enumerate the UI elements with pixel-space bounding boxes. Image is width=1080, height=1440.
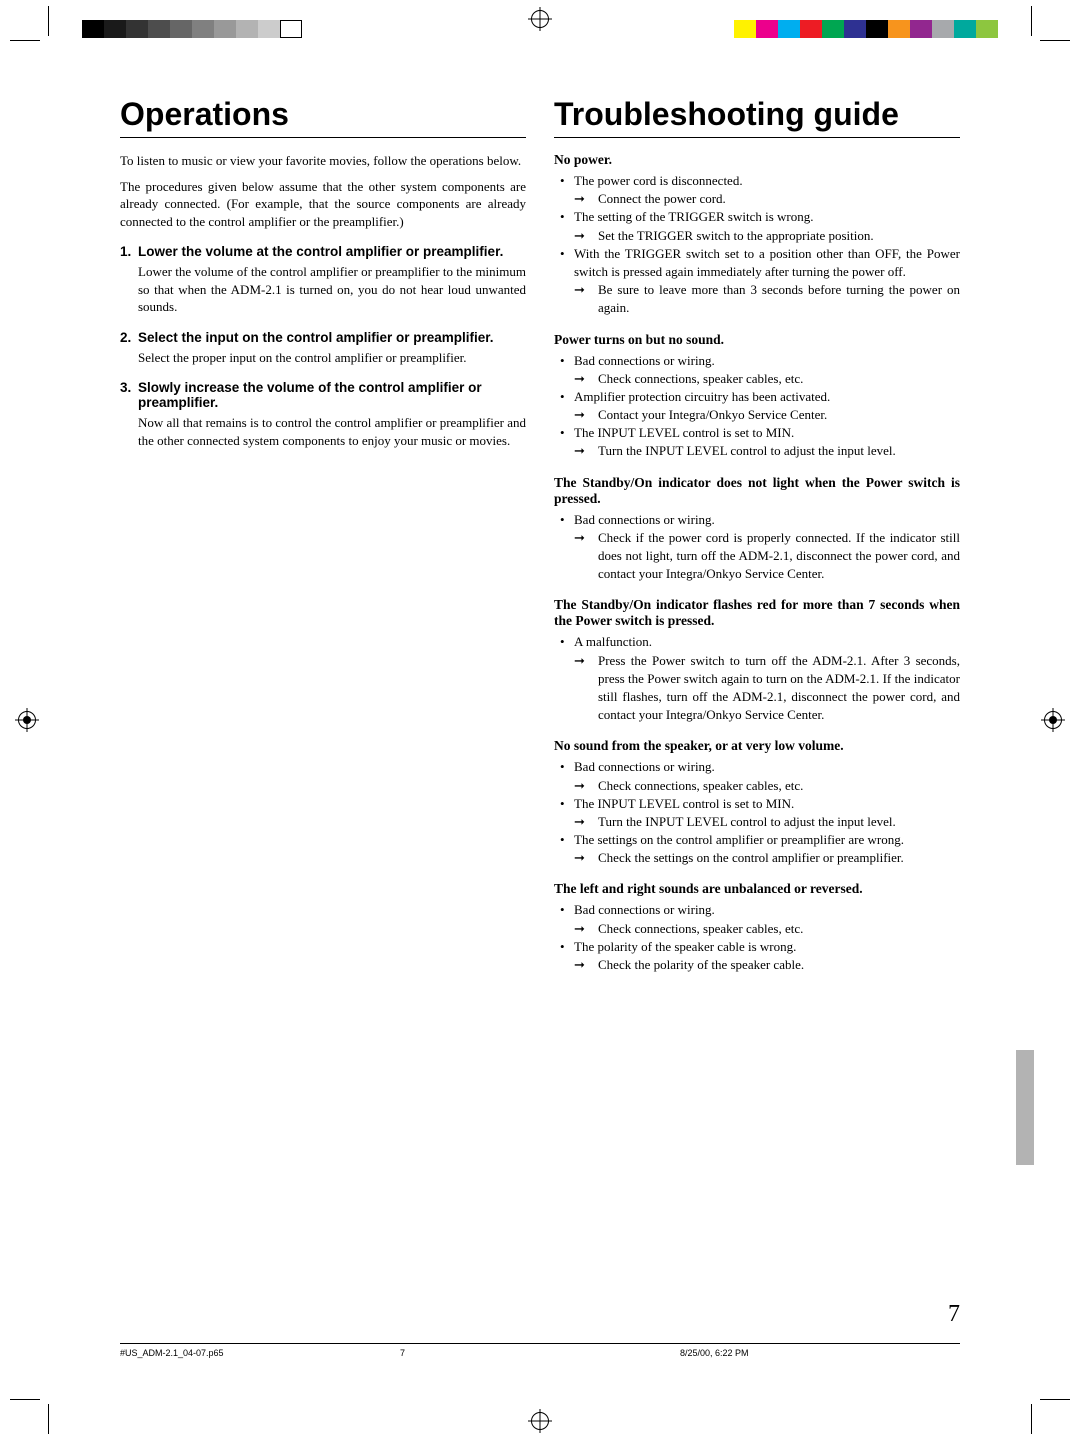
operations-heading: Operations — [120, 96, 526, 138]
step-number: 3. — [120, 380, 138, 410]
ts-cause: •The polarity of the speaker cable is wr… — [560, 938, 960, 956]
ts-remedy: ➞Connect the power cord. — [574, 190, 960, 208]
step-body: Select the proper input on the control a… — [138, 349, 526, 367]
ts-cause: •The setting of the TRIGGER switch is wr… — [560, 208, 960, 226]
page-number: 7 — [948, 1301, 960, 1328]
ts-remedy: ➞Set the TRIGGER switch to the appropria… — [574, 227, 960, 245]
right-column: Troubleshooting guide No power. •The powe… — [554, 96, 960, 974]
step-heading: 2. Select the input on the control ampli… — [120, 330, 526, 345]
print-footer: #US_ADM-2.1_04-07.p65 7 8/25/00, 6:22 PM — [120, 1343, 960, 1358]
ts-section-head: The Standby/On indicator does not light … — [554, 475, 960, 507]
ts-cause: •The power cord is disconnected. — [560, 172, 960, 190]
ts-remedy: ➞Turn the INPUT LEVEL control to adjust … — [574, 813, 960, 831]
ts-cause: •The INPUT LEVEL control is set to MIN. — [560, 424, 960, 442]
footer-datetime: 8/25/00, 6:22 PM — [680, 1348, 960, 1358]
ts-remedy: ➞Press the Power switch to turn off the … — [574, 652, 960, 725]
step-heading: 1. Lower the volume at the control ampli… — [120, 244, 526, 259]
step-body: Lower the volume of the control amplifie… — [138, 263, 526, 316]
page: Operations To listen to music or view yo… — [48, 48, 1032, 1392]
step-title: Lower the volume at the control amplifie… — [138, 244, 526, 259]
step-body: Now all that remains is to control the c… — [138, 414, 526, 449]
step-number: 2. — [120, 330, 138, 345]
troubleshooting-heading: Troubleshooting guide — [554, 96, 960, 138]
ts-cause: •A malfunction. — [560, 633, 960, 651]
ts-remedy: ➞Check the polarity of the speaker cable… — [574, 956, 960, 974]
footer-filename: #US_ADM-2.1_04-07.p65 — [120, 1348, 400, 1358]
step-heading: 3. Slowly increase the volume of the con… — [120, 380, 526, 410]
step-title: Select the input on the control amplifie… — [138, 330, 526, 345]
ts-cause: •Amplifier protection circuitry has been… — [560, 388, 960, 406]
ts-cause: •Bad connections or wiring. — [560, 901, 960, 919]
ts-section-head: The Standby/On indicator flashes red for… — [554, 597, 960, 629]
ts-remedy: ➞Contact your Integra/Onkyo Service Cent… — [574, 406, 960, 424]
ts-section-head: No power. — [554, 152, 960, 168]
ts-cause: •The settings on the control amplifier o… — [560, 831, 960, 849]
ts-remedy: ➞Be sure to leave more than 3 seconds be… — [574, 281, 960, 317]
ts-remedy: ➞Check connections, speaker cables, etc. — [574, 777, 960, 795]
ts-remedy: ➞Check connections, speaker cables, etc. — [574, 370, 960, 388]
ts-section-head: Power turns on but no sound. — [554, 332, 960, 348]
ts-remedy: ➞Check the settings on the control ampli… — [574, 849, 960, 867]
color-bar — [734, 20, 998, 38]
ts-cause: •Bad connections or wiring. — [560, 352, 960, 370]
operations-intro-1: To listen to music or view your favorite… — [120, 152, 526, 170]
ts-cause: •With the TRIGGER switch set to a positi… — [560, 245, 960, 281]
ts-cause: •Bad connections or wiring. — [560, 511, 960, 529]
troubleshooting-list: No power. •The power cord is disconnected… — [554, 152, 960, 974]
ts-section-head: The left and right sounds are unbalanced… — [554, 881, 960, 897]
ts-remedy: ➞Check if the power cord is properly con… — [574, 529, 960, 584]
ts-cause: •The INPUT LEVEL control is set to MIN. — [560, 795, 960, 813]
step-number: 1. — [120, 244, 138, 259]
ts-remedy: ➞Check connections, speaker cables, etc. — [574, 920, 960, 938]
footer-page: 7 — [400, 1348, 680, 1358]
step-title: Slowly increase the volume of the contro… — [138, 380, 526, 410]
left-column: Operations To listen to music or view yo… — [120, 96, 526, 974]
content-columns: Operations To listen to music or view yo… — [48, 48, 1032, 974]
grayscale-bar — [82, 20, 302, 38]
ts-section-head: No sound from the speaker, or at very lo… — [554, 738, 960, 754]
ts-remedy: ➞Turn the INPUT LEVEL control to adjust … — [574, 442, 960, 460]
operations-intro-2: The procedures given below assume that t… — [120, 178, 526, 231]
ts-cause: •Bad connections or wiring. — [560, 758, 960, 776]
